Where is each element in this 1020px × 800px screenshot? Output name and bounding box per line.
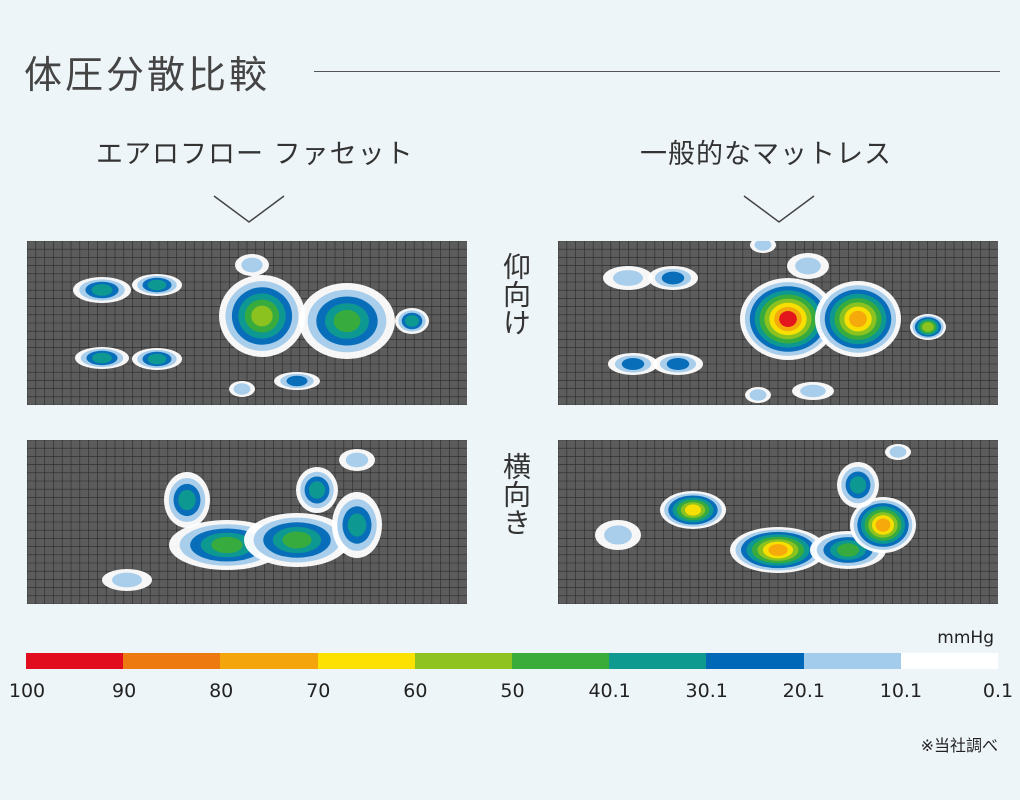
- legend-swatch: [512, 653, 610, 669]
- legend-tick-label: 70: [306, 680, 331, 702]
- pose-label-supine: 仰向け: [492, 252, 532, 336]
- title-divider: [314, 71, 1000, 72]
- pose-text: 仰向け: [499, 252, 532, 336]
- legend-swatch: [900, 653, 999, 669]
- legend-swatch: [123, 653, 221, 669]
- legend-swatch: [609, 653, 707, 669]
- pressure-map-graphic: [27, 241, 467, 405]
- pressure-map-aeroflow-supine: [27, 241, 467, 405]
- pressure-map-graphic: [558, 440, 998, 604]
- footnote: ※当社調べ: [920, 736, 998, 755]
- legend-tick-label: 30.1: [685, 680, 728, 702]
- column-label-aeroflow: エアロフロー ファセット: [96, 139, 414, 170]
- legend-tick-label: 50: [500, 680, 525, 702]
- chevron-down-icon: [743, 195, 815, 223]
- legend-unit: mmHg: [937, 628, 994, 648]
- legend-swatch: [317, 653, 415, 669]
- legend-swatch: [414, 653, 513, 669]
- legend-tick-label: 90: [112, 680, 137, 702]
- legend-tick-label: 60: [403, 680, 428, 702]
- legend-tick-label: 10.1: [879, 680, 923, 702]
- chevron-down-icon: [213, 195, 285, 223]
- legend-tick-label: 100: [8, 680, 46, 702]
- legend-color-scale: [26, 653, 999, 669]
- column-label-standard: 一般的なマットレス: [640, 139, 892, 170]
- pressure-map-graphic: [27, 440, 467, 604]
- pressure-map-graphic: [558, 241, 998, 405]
- pose-text: 横向き: [499, 452, 532, 536]
- pressure-map-standard-supine: [558, 241, 998, 405]
- legend-tick-label: 40.1: [588, 680, 631, 702]
- pressure-map-standard-side: [558, 440, 998, 604]
- legend-swatch: [26, 653, 124, 669]
- legend-tick-label: 0.1: [982, 680, 1014, 702]
- legend-swatch: [803, 653, 901, 669]
- legend-swatch: [706, 653, 804, 669]
- legend-tick-label: 20.1: [782, 680, 825, 702]
- legend-swatch: [220, 653, 318, 669]
- legend-tick-label: 80: [209, 680, 234, 702]
- page-title: 体圧分散比較: [24, 53, 271, 97]
- pressure-map-aeroflow-side: [27, 440, 467, 604]
- pose-label-side: 横向き: [492, 452, 532, 536]
